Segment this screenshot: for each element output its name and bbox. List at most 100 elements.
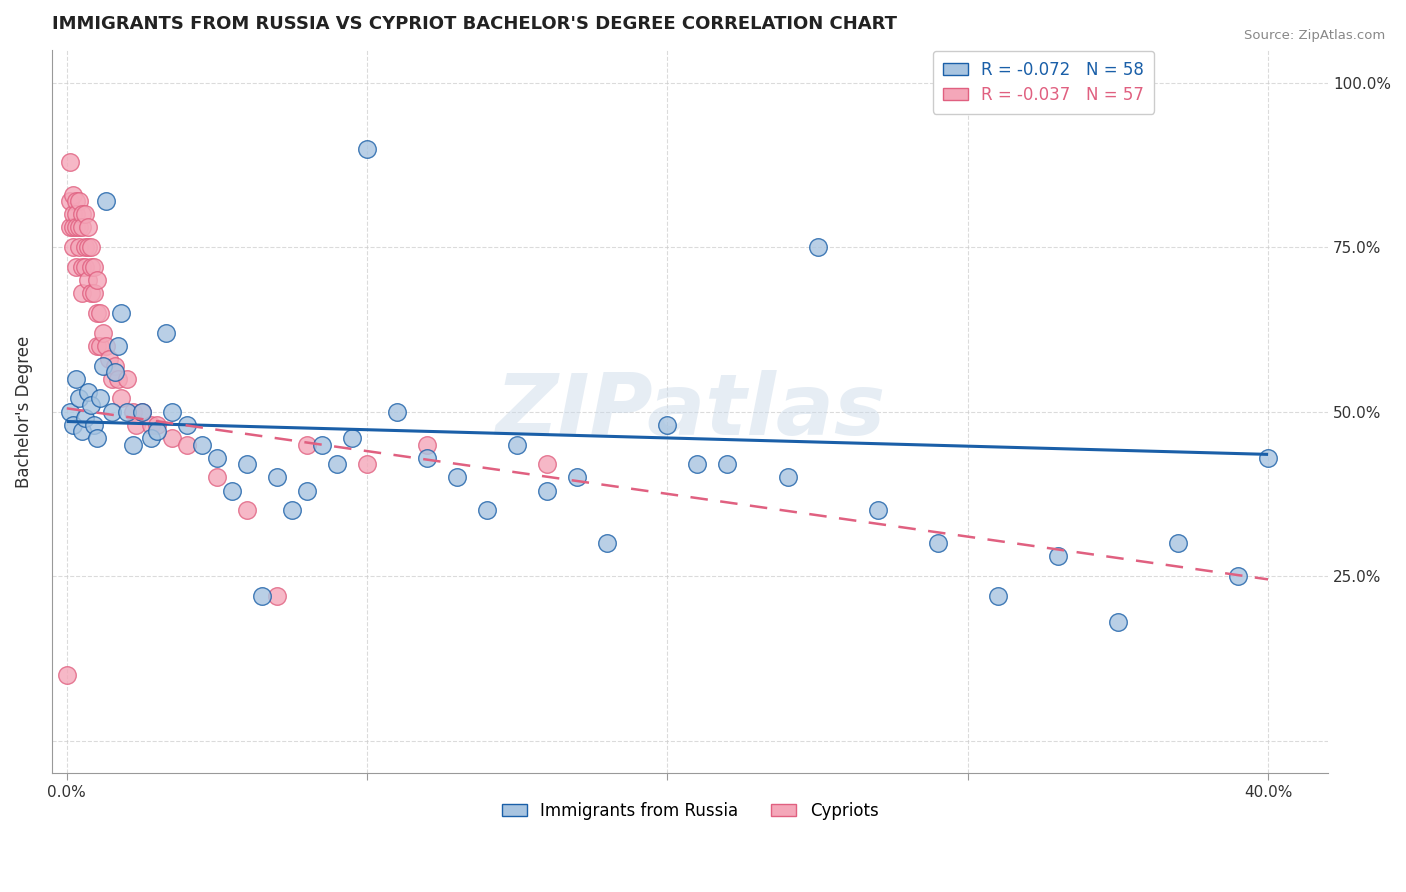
Immigrants from Russia <box>536 483 558 498</box>
Immigrants from Russia <box>340 431 363 445</box>
Cypriots <box>536 457 558 471</box>
Cypriots <box>139 417 162 432</box>
Cypriots <box>416 437 439 451</box>
Immigrants from Russia <box>1227 569 1250 583</box>
Cypriots <box>67 240 90 254</box>
Cypriots <box>125 417 148 432</box>
Immigrants from Russia <box>146 425 169 439</box>
Cypriots <box>59 194 82 208</box>
Immigrants from Russia <box>716 457 738 471</box>
Immigrants from Russia <box>221 483 243 498</box>
Cypriots <box>94 339 117 353</box>
Immigrants from Russia <box>866 503 889 517</box>
Immigrants from Russia <box>266 470 288 484</box>
Cypriots <box>76 220 98 235</box>
Immigrants from Russia <box>160 404 183 418</box>
Cypriots <box>104 359 127 373</box>
Cypriots <box>86 273 108 287</box>
Cypriots <box>73 260 96 274</box>
Immigrants from Russia <box>67 392 90 406</box>
Cypriots <box>62 240 84 254</box>
Immigrants from Russia <box>139 431 162 445</box>
Cypriots <box>59 220 82 235</box>
Cypriots <box>89 339 111 353</box>
Immigrants from Russia <box>91 359 114 373</box>
Cypriots <box>70 220 93 235</box>
Immigrants from Russia <box>385 404 408 418</box>
Cypriots <box>70 286 93 301</box>
Cypriots <box>121 404 143 418</box>
Cypriots <box>65 260 87 274</box>
Immigrants from Russia <box>107 339 129 353</box>
Immigrants from Russia <box>326 457 349 471</box>
Text: ZIPatlas: ZIPatlas <box>495 370 884 453</box>
Cypriots <box>80 286 103 301</box>
Immigrants from Russia <box>927 536 949 550</box>
Immigrants from Russia <box>311 437 333 451</box>
Immigrants from Russia <box>83 417 105 432</box>
Cypriots <box>131 404 153 418</box>
Legend: Immigrants from Russia, Cypriots: Immigrants from Russia, Cypriots <box>495 796 884 827</box>
Immigrants from Russia <box>70 425 93 439</box>
Immigrants from Russia <box>101 404 124 418</box>
Immigrants from Russia <box>477 503 499 517</box>
Immigrants from Russia <box>1046 549 1069 564</box>
Immigrants from Russia <box>776 470 799 484</box>
Immigrants from Russia <box>236 457 259 471</box>
Immigrants from Russia <box>250 589 273 603</box>
Immigrants from Russia <box>686 457 709 471</box>
Cypriots <box>80 240 103 254</box>
Cypriots <box>62 187 84 202</box>
Cypriots <box>83 260 105 274</box>
Immigrants from Russia <box>176 417 198 432</box>
Cypriots <box>70 207 93 221</box>
Immigrants from Russia <box>80 398 103 412</box>
Cypriots <box>70 260 93 274</box>
Immigrants from Russia <box>131 404 153 418</box>
Immigrants from Russia <box>155 326 177 340</box>
Immigrants from Russia <box>65 372 87 386</box>
Immigrants from Russia <box>596 536 619 550</box>
Cypriots <box>76 273 98 287</box>
Immigrants from Russia <box>1257 450 1279 465</box>
Cypriots <box>86 306 108 320</box>
Cypriots <box>62 207 84 221</box>
Y-axis label: Bachelor's Degree: Bachelor's Degree <box>15 335 32 488</box>
Immigrants from Russia <box>59 404 82 418</box>
Cypriots <box>67 194 90 208</box>
Immigrants from Russia <box>1167 536 1189 550</box>
Cypriots <box>295 437 318 451</box>
Immigrants from Russia <box>446 470 468 484</box>
Immigrants from Russia <box>86 431 108 445</box>
Immigrants from Russia <box>73 411 96 425</box>
Immigrants from Russia <box>104 365 127 379</box>
Cypriots <box>65 220 87 235</box>
Immigrants from Russia <box>62 417 84 432</box>
Cypriots <box>146 417 169 432</box>
Immigrants from Russia <box>76 384 98 399</box>
Immigrants from Russia <box>89 392 111 406</box>
Immigrants from Russia <box>191 437 214 451</box>
Immigrants from Russia <box>121 437 143 451</box>
Cypriots <box>80 260 103 274</box>
Immigrants from Russia <box>110 306 132 320</box>
Immigrants from Russia <box>295 483 318 498</box>
Immigrants from Russia <box>205 450 228 465</box>
Immigrants from Russia <box>567 470 589 484</box>
Cypriots <box>107 372 129 386</box>
Immigrants from Russia <box>356 141 378 155</box>
Text: IMMIGRANTS FROM RUSSIA VS CYPRIOT BACHELOR'S DEGREE CORRELATION CHART: IMMIGRANTS FROM RUSSIA VS CYPRIOT BACHEL… <box>52 15 897 33</box>
Cypriots <box>86 339 108 353</box>
Cypriots <box>89 306 111 320</box>
Cypriots <box>83 286 105 301</box>
Immigrants from Russia <box>806 240 828 254</box>
Cypriots <box>160 431 183 445</box>
Cypriots <box>205 470 228 484</box>
Cypriots <box>236 503 259 517</box>
Cypriots <box>65 207 87 221</box>
Cypriots <box>101 372 124 386</box>
Cypriots <box>59 154 82 169</box>
Cypriots <box>266 589 288 603</box>
Immigrants from Russia <box>94 194 117 208</box>
Cypriots <box>73 240 96 254</box>
